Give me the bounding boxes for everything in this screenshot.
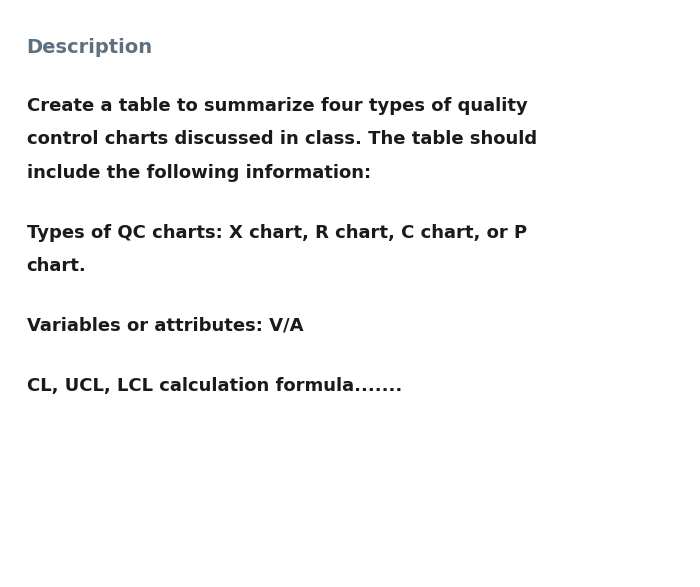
Text: Create a table to summarize four types of quality: Create a table to summarize four types o…: [27, 97, 527, 115]
Text: CL, UCL, LCL calculation formula.......: CL, UCL, LCL calculation formula.......: [27, 377, 402, 395]
Text: Description: Description: [27, 38, 153, 57]
Text: Variables or attributes: V/A: Variables or attributes: V/A: [27, 317, 303, 335]
Text: Types of QC charts: X chart, R chart, C chart, or P: Types of QC charts: X chart, R chart, C …: [27, 224, 526, 242]
Text: chart.: chart.: [27, 257, 86, 275]
Text: control charts discussed in class. The table should: control charts discussed in class. The t…: [27, 130, 537, 149]
Text: include the following information:: include the following information:: [27, 164, 371, 182]
